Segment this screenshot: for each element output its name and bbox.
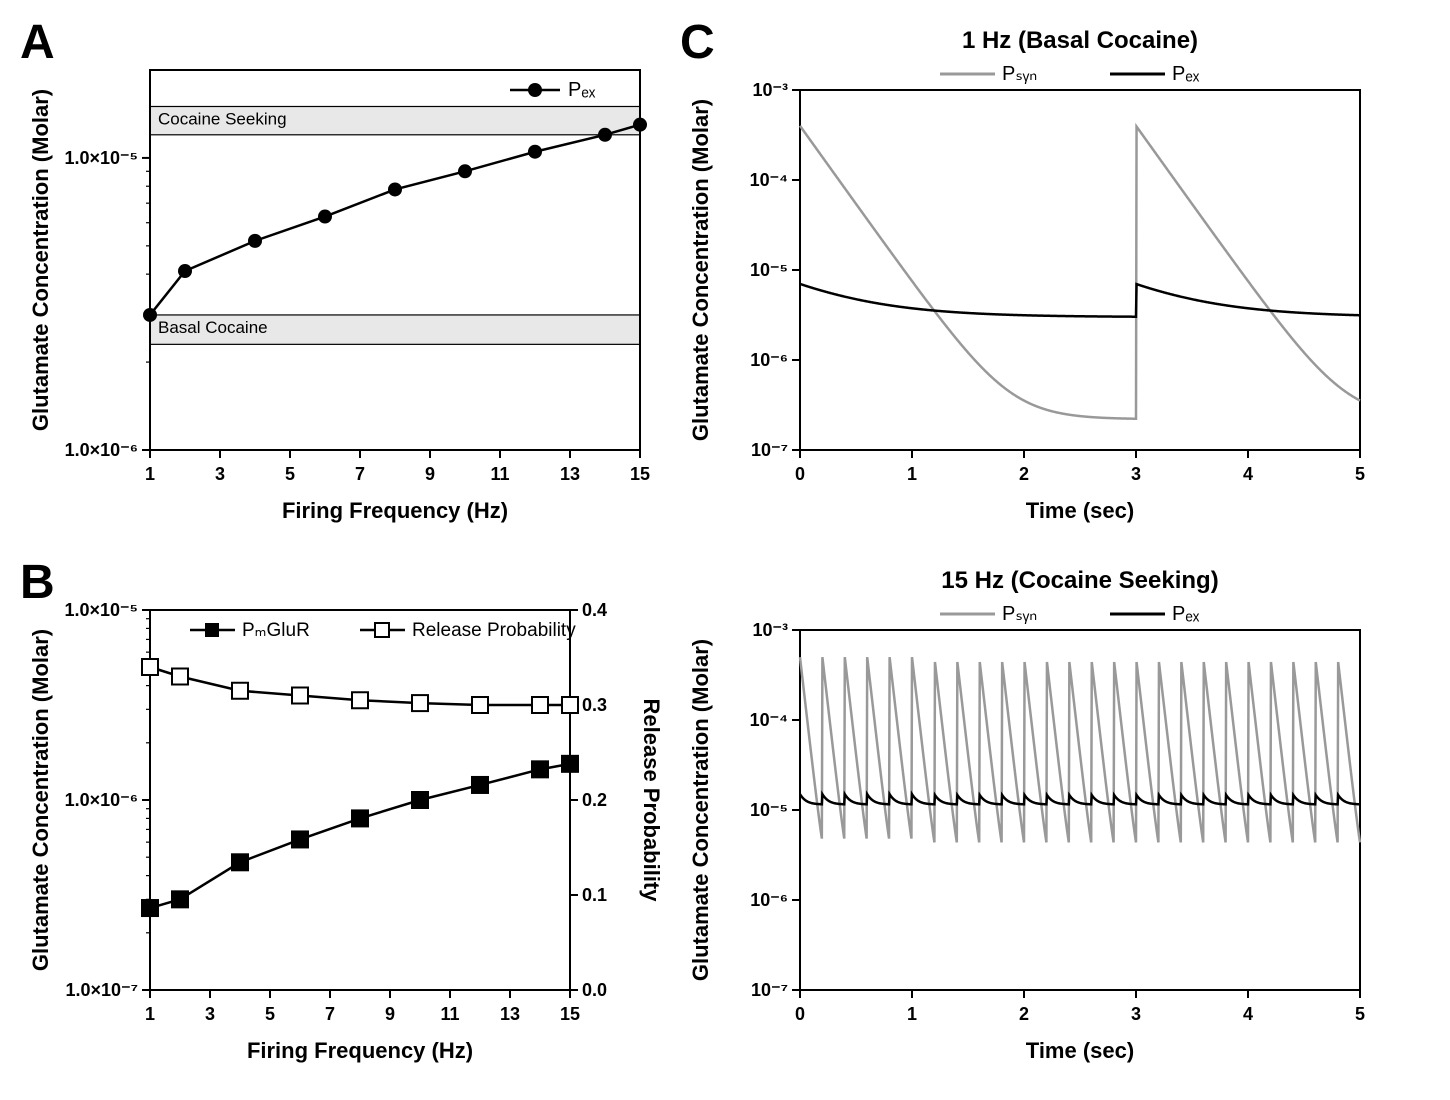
svg-text:Glutamate Concentration (Molar: Glutamate Concentration (Molar) <box>688 639 713 981</box>
svg-text:13: 13 <box>560 464 580 484</box>
svg-text:Pₑₓ: Pₑₓ <box>568 79 596 101</box>
svg-text:3: 3 <box>1131 464 1141 484</box>
svg-text:10⁻⁴: 10⁻⁴ <box>750 710 788 730</box>
panel-b-label: B <box>20 555 55 610</box>
svg-text:10⁻⁵: 10⁻⁵ <box>750 260 788 280</box>
svg-text:5: 5 <box>285 464 295 484</box>
svg-text:1: 1 <box>145 464 155 484</box>
panel-c-label: C <box>680 15 715 70</box>
svg-text:5: 5 <box>1355 1004 1365 1024</box>
svg-text:3: 3 <box>1131 1004 1141 1024</box>
svg-text:0: 0 <box>795 464 805 484</box>
svg-text:0.4: 0.4 <box>582 600 607 620</box>
svg-text:1: 1 <box>907 464 917 484</box>
panel-a-label: A <box>20 15 55 70</box>
svg-text:1.0×10⁻⁵: 1.0×10⁻⁵ <box>64 600 138 620</box>
svg-text:Pₛᵧₙ: Pₛᵧₙ <box>1002 603 1037 625</box>
svg-text:9: 9 <box>385 1004 395 1024</box>
svg-text:10⁻⁶: 10⁻⁶ <box>750 350 788 370</box>
svg-text:4: 4 <box>1243 464 1253 484</box>
svg-text:1.0×10⁻⁷: 1.0×10⁻⁷ <box>66 980 138 1000</box>
svg-text:Pₑₓ: Pₑₓ <box>1172 603 1200 625</box>
svg-text:0.0: 0.0 <box>582 980 607 1000</box>
svg-text:Pₛᵧₙ: Pₛᵧₙ <box>1002 63 1037 85</box>
svg-text:Firing Frequency (Hz): Firing Frequency (Hz) <box>282 498 508 523</box>
svg-text:Glutamate Concentration (Molar: Glutamate Concentration (Molar) <box>28 89 53 431</box>
svg-text:10⁻⁶: 10⁻⁶ <box>750 890 788 910</box>
svg-text:1: 1 <box>907 1004 917 1024</box>
svg-text:Basal Cocaine: Basal Cocaine <box>158 318 268 337</box>
svg-text:7: 7 <box>355 464 365 484</box>
svg-text:1.0×10⁻⁵: 1.0×10⁻⁵ <box>64 148 138 168</box>
svg-text:10⁻³: 10⁻³ <box>752 80 788 100</box>
panel-a-chart: Cocaine SeekingBasal Cocaine135791113151… <box>20 20 660 540</box>
svg-text:11: 11 <box>440 1004 459 1024</box>
figure-grid: A Cocaine SeekingBasal Cocaine1357911131… <box>20 20 1430 1080</box>
svg-text:5: 5 <box>265 1004 275 1024</box>
svg-text:0.3: 0.3 <box>582 695 607 715</box>
panel-b-chart: 135791113151.0×10⁻⁷1.0×10⁻⁶1.0×10⁻⁵0.00.… <box>20 560 660 1080</box>
panel-a: A Cocaine SeekingBasal Cocaine1357911131… <box>20 20 660 540</box>
svg-text:15: 15 <box>560 1004 580 1024</box>
svg-text:Release Probability: Release Probability <box>639 699 660 903</box>
svg-text:Release Probability: Release Probability <box>412 620 576 641</box>
svg-text:3: 3 <box>215 464 225 484</box>
svg-text:1.0×10⁻⁶: 1.0×10⁻⁶ <box>65 790 138 810</box>
svg-text:10⁻⁷: 10⁻⁷ <box>751 980 788 1000</box>
svg-text:9: 9 <box>425 464 435 484</box>
svg-text:Firing Frequency (Hz): Firing Frequency (Hz) <box>247 1038 473 1063</box>
svg-text:7: 7 <box>325 1004 335 1024</box>
panel-c-top-chart: 1 Hz (Basal Cocaine) 0 1 2 3 4 5 10⁻⁷ 10⁻⁶ 10⁻⁵ 10… <box>680 20 1380 540</box>
svg-text:Time (sec): Time (sec) <box>1026 498 1134 523</box>
svg-text:3: 3 <box>205 1004 215 1024</box>
svg-text:10⁻³: 10⁻³ <box>752 620 788 640</box>
svg-text:Glutamate Concentration (Molar: Glutamate Concentration (Molar) <box>28 629 53 971</box>
svg-text:1 Hz (Basal Cocaine): 1 Hz (Basal Cocaine) <box>962 27 1198 54</box>
panel-c-top: C 1 Hz (Basal Cocaine)01234510⁻⁷10⁻⁶10⁻⁵… <box>680 20 1380 540</box>
svg-text:Glutamate Concentration (Molar: Glutamate Concentration (Molar) <box>688 99 713 441</box>
svg-text:PₘGluR: PₘGluR <box>242 620 310 641</box>
svg-text:Pₑₓ: Pₑₓ <box>1172 63 1200 85</box>
svg-text:1.0×10⁻⁶: 1.0×10⁻⁶ <box>65 440 138 460</box>
svg-text:Time (sec): Time (sec) <box>1026 1038 1134 1063</box>
svg-text:5: 5 <box>1355 464 1365 484</box>
svg-text:15: 15 <box>630 464 650 484</box>
svg-text:15 Hz (Cocaine Seeking): 15 Hz (Cocaine Seeking) <box>941 567 1218 594</box>
svg-text:10⁻⁷: 10⁻⁷ <box>751 440 788 460</box>
panel-c-bot-chart: 15 Hz (Cocaine Seeking) 0 1 2 3 4 5 10⁻⁷ 10⁻⁶ 10⁻… <box>680 560 1380 1080</box>
svg-text:2: 2 <box>1019 1004 1029 1024</box>
svg-text:10⁻⁴: 10⁻⁴ <box>750 170 788 190</box>
panel-c-bot: 15 Hz (Cocaine Seeking) 0 1 2 3 4 5 10⁻⁷ 10⁻⁶ 10⁻… <box>680 560 1380 1080</box>
svg-text:4: 4 <box>1243 1004 1253 1024</box>
svg-text:13: 13 <box>500 1004 520 1024</box>
svg-text:0.2: 0.2 <box>582 790 607 810</box>
svg-text:0.1: 0.1 <box>582 885 607 905</box>
svg-text:0: 0 <box>795 1004 805 1024</box>
svg-text:10⁻⁵: 10⁻⁵ <box>750 800 788 820</box>
svg-text:2: 2 <box>1019 464 1029 484</box>
panel-b: B 135791113151.0×10⁻⁷1.0×10⁻⁶1.0×10⁻⁵0.0… <box>20 560 660 1080</box>
svg-text:1: 1 <box>145 1004 155 1024</box>
svg-text:Cocaine Seeking: Cocaine Seeking <box>158 109 287 128</box>
svg-text:11: 11 <box>490 464 509 484</box>
